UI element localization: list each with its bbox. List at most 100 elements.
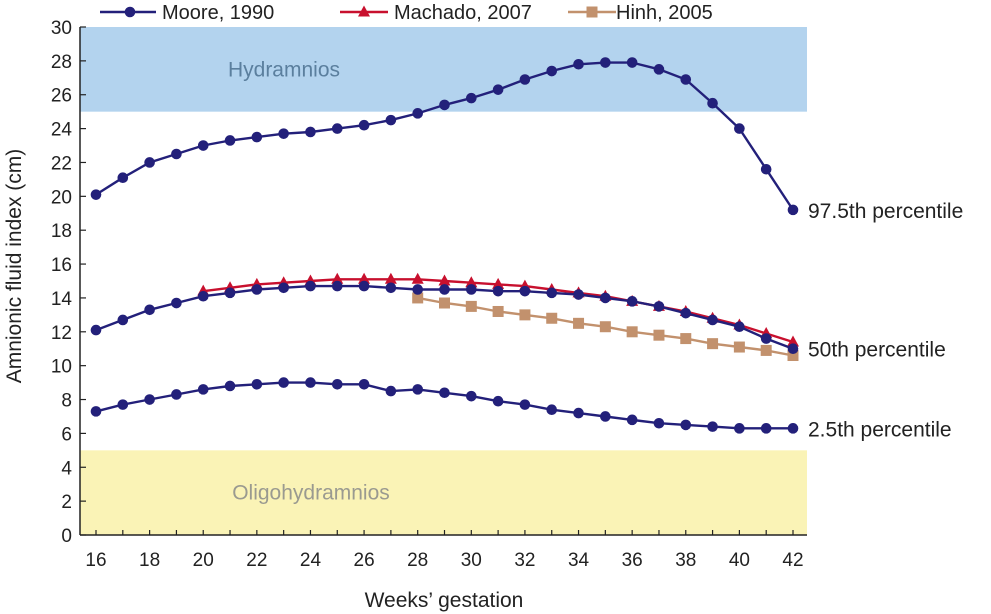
data-point — [144, 394, 155, 405]
y-tick-label: 10 — [51, 357, 72, 378]
band-oligohydramnios — [80, 450, 807, 535]
data-point — [599, 321, 611, 333]
data-point — [519, 285, 531, 297]
data-point — [465, 300, 477, 312]
legend-label: Machado, 2007 — [394, 2, 532, 24]
data-point — [626, 296, 638, 307]
data-point — [787, 204, 799, 216]
data-point — [171, 148, 182, 160]
x-tick-label: 32 — [514, 550, 535, 571]
data-point — [707, 421, 718, 432]
legend-marker — [358, 5, 370, 17]
y-tick-label: 2 — [61, 492, 72, 513]
legend-layer: Moore, 1990 Machado, 2007 Hinh, 2005 — [100, 2, 713, 24]
data-point — [197, 384, 209, 395]
legend-item-hinh-2005: Hinh, 2005 — [568, 2, 713, 24]
data-point — [492, 305, 504, 317]
data-point — [707, 314, 718, 326]
data-point — [653, 301, 665, 312]
y-tick-label: 20 — [51, 187, 72, 208]
data-point — [600, 57, 611, 68]
data-point — [251, 131, 263, 143]
data-point — [358, 378, 370, 390]
data-point — [760, 344, 772, 356]
labels-layer: 97.5th percentile 50th percentile 2.5th pe… — [808, 200, 963, 441]
band-hydramnios — [80, 27, 807, 112]
data-point — [90, 406, 102, 417]
y-tick-label: 24 — [51, 120, 73, 141]
data-point — [385, 114, 397, 126]
series-moore-1990-2-5th-percentile — [90, 377, 799, 434]
data-point — [358, 280, 370, 292]
data-point — [546, 65, 558, 77]
data-point — [385, 385, 397, 397]
data-point — [278, 128, 289, 139]
data-point — [331, 123, 343, 134]
data-point — [224, 135, 236, 146]
data-point — [412, 384, 423, 395]
band-label-oligohydramnios: Oligohydramnios — [232, 482, 390, 505]
data-point — [760, 333, 772, 344]
legend-label: Hinh, 2005 — [616, 2, 713, 24]
data-point — [331, 280, 343, 292]
data-point — [358, 119, 370, 131]
data-point — [653, 329, 665, 341]
band-label-hydramnios: Hydramnios — [228, 58, 340, 81]
data-point — [439, 99, 450, 111]
data-point — [787, 343, 799, 355]
data-point — [171, 297, 182, 309]
data-point — [331, 272, 344, 284]
data-point — [117, 399, 129, 410]
data-point — [278, 377, 289, 388]
data-point — [439, 284, 450, 295]
data-point — [466, 92, 477, 104]
data-point — [546, 404, 558, 415]
data-point — [492, 395, 504, 407]
x-tick-label: 34 — [568, 550, 590, 571]
y-axis-title: Amnionic fluid index (cm) — [3, 149, 26, 384]
x-tick-label: 20 — [193, 550, 214, 571]
data-point — [412, 108, 423, 119]
legend-marker — [586, 6, 598, 18]
data-point — [626, 326, 638, 338]
data-point — [251, 284, 263, 295]
data-point — [734, 423, 745, 434]
data-point — [305, 377, 316, 388]
x-tick-label: 38 — [675, 550, 696, 571]
x-tick-label: 16 — [85, 550, 106, 571]
data-point — [224, 380, 236, 392]
data-point — [90, 189, 102, 200]
data-point — [760, 163, 772, 175]
data-point — [117, 172, 129, 184]
y-tick-label: 26 — [51, 86, 72, 107]
x-tick-label: 22 — [246, 550, 267, 571]
data-point — [787, 335, 799, 347]
data-point — [573, 317, 585, 329]
legend-marker — [124, 6, 136, 18]
data-point — [734, 321, 745, 333]
data-point — [573, 58, 584, 70]
data-point — [117, 314, 129, 326]
y-tick-label: 6 — [61, 424, 72, 445]
data-point — [600, 292, 611, 304]
data-point — [680, 307, 692, 319]
data-point — [358, 272, 371, 284]
legend-label: Moore, 1990 — [162, 2, 274, 24]
percentile-label-50th-percentile: 50th percentile — [808, 339, 946, 362]
series-layer — [90, 57, 799, 434]
x-tick-label: 30 — [461, 550, 482, 571]
data-point — [466, 284, 477, 295]
data-point — [331, 378, 343, 390]
data-point — [519, 74, 531, 85]
data-point — [653, 64, 665, 75]
data-point — [411, 272, 424, 284]
data-point — [438, 274, 451, 286]
data-point — [707, 97, 718, 109]
series-moore-1990-50th-percentile — [90, 280, 799, 355]
bands-layer: Hydramnios Oligohydramnios — [80, 27, 807, 535]
data-point — [492, 84, 504, 95]
data-point — [492, 277, 505, 289]
data-point — [546, 312, 558, 324]
data-point — [251, 378, 263, 390]
